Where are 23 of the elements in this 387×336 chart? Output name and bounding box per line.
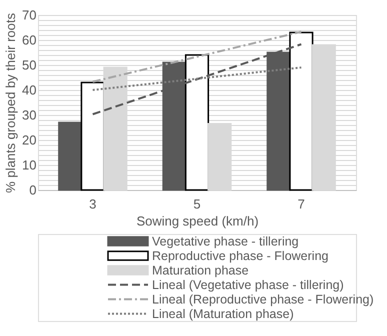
y-tick-label: 40 — [22, 82, 36, 98]
x-tick-label: 3 — [89, 196, 96, 212]
y-tick-label: 0 — [29, 182, 36, 198]
y-axis-title: % plants grouped by their roots — [3, 12, 18, 193]
legend-label: Vegetative phase - tillering — [152, 234, 299, 248]
bar — [58, 122, 82, 191]
y-tick-label: 10 — [22, 158, 36, 172]
legend-label: Lineal (Vegetative phase - tillering) — [152, 278, 344, 292]
x-tick-label: 7 — [298, 196, 305, 212]
y-tick-label: 60 — [22, 32, 36, 48]
y-tick-label: 30 — [22, 108, 36, 122]
legend-label: Maturation phase — [152, 263, 249, 278]
bar — [80, 82, 105, 191]
x-tick-label: 5 — [193, 196, 201, 212]
y-tick-label: 70 — [22, 8, 36, 22]
bar — [184, 54, 210, 191]
legend-label: Reproductive phase - Flowering — [152, 248, 329, 263]
legend-label: Lineal (Reproductive phase - Flowering) — [152, 292, 374, 306]
bar — [289, 32, 314, 191]
x-axis-title: Sowing speed (km/h) — [136, 214, 259, 228]
y-tick-label: 50 — [22, 58, 36, 72]
legend-label: Lineal (Maturation phase) — [152, 306, 294, 321]
y-tick-label: 20 — [22, 132, 36, 148]
